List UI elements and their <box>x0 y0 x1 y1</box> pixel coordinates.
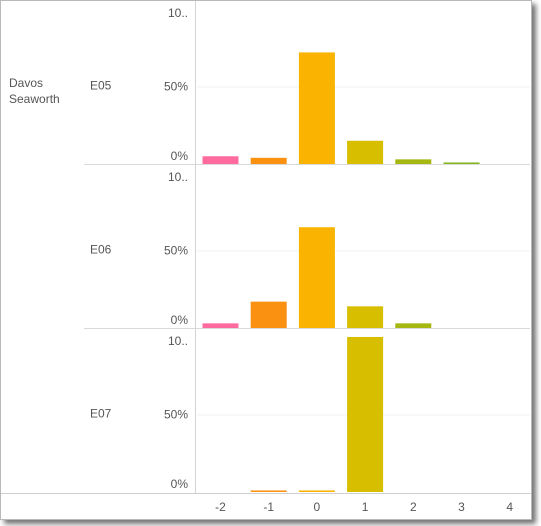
bar-E05-2 <box>395 159 432 164</box>
x-tick-label: 3 <box>458 500 465 514</box>
bar-E05--2 <box>202 156 239 164</box>
y-tick-label: 0% <box>171 313 189 327</box>
bar-E05-1 <box>347 140 384 164</box>
x-tick-label: 2 <box>410 500 417 514</box>
bar-E05-3 <box>443 162 480 164</box>
x-tick-label: -1 <box>263 500 274 514</box>
bar-E06-1 <box>347 306 384 328</box>
bar-E07--1 <box>250 490 287 492</box>
chart-frame: Davos Seaworth E05 10.. 50% 0% E06 10.. 50% 0% E07… <box>0 0 532 520</box>
bar-E06--2 <box>202 323 239 328</box>
y-tick-label: 0% <box>171 149 189 163</box>
x-tick-label: -2 <box>215 500 226 514</box>
chart: Davos Seaworth E05 10.. 50% 0% E06 10.. 50% 0% E07… <box>1 1 531 514</box>
axes <box>1 1 531 494</box>
x-tick-label: 4 <box>506 500 513 514</box>
panel-label: E05 <box>90 79 112 93</box>
y-tick-label: 50% <box>164 408 188 422</box>
bar-E07-0 <box>298 490 335 492</box>
x-tick-label: 0 <box>314 500 321 514</box>
bar-E06-0 <box>298 227 335 328</box>
y-tick-label: 50% <box>164 80 188 94</box>
bars <box>202 52 480 492</box>
y-tick-label: 50% <box>164 244 188 258</box>
bar-E06-2 <box>395 323 432 328</box>
y-tick-label: 10.. <box>168 6 188 20</box>
bar-E05--1 <box>250 157 287 164</box>
y-tick-label: 0% <box>171 477 189 491</box>
group-label-line: Davos <box>9 76 43 90</box>
bar-E05-0 <box>298 52 335 164</box>
group-label-line: Seaworth <box>9 92 60 106</box>
y-tick-label: 10.. <box>168 334 188 348</box>
bar-E07-1 <box>347 337 384 492</box>
panel-label: E06 <box>90 243 112 257</box>
panel-label: E07 <box>90 407 112 421</box>
bar-E06--1 <box>250 301 287 328</box>
labels: Davos Seaworth E05 10.. 50% 0% E06 10.. 50% 0% E07… <box>9 6 513 514</box>
y-tick-label: 10.. <box>168 170 188 184</box>
x-tick-label: 1 <box>362 500 369 514</box>
